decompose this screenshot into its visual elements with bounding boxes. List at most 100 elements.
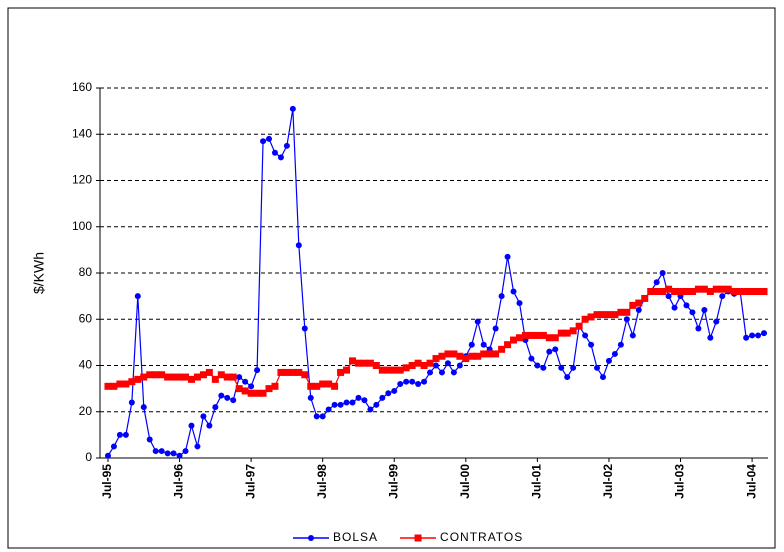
point	[617, 308, 625, 316]
point	[730, 288, 738, 295]
point	[569, 327, 577, 335]
point	[456, 352, 464, 360]
x-tick-label: Jul-98	[315, 464, 329, 499]
point	[504, 253, 511, 260]
y-tick-label: 160	[72, 80, 92, 94]
point	[373, 401, 380, 408]
point	[582, 332, 589, 339]
point	[629, 301, 637, 309]
point	[599, 374, 606, 381]
point	[623, 308, 631, 316]
point	[665, 293, 672, 300]
y-tick-label: 0	[85, 450, 92, 464]
point	[492, 350, 500, 358]
point	[218, 392, 225, 399]
point	[403, 378, 410, 385]
point	[391, 387, 398, 394]
point	[563, 329, 571, 337]
point	[480, 341, 487, 348]
point	[647, 288, 655, 295]
legend-marker	[414, 534, 422, 542]
x-tick-label: Jul-00	[458, 464, 472, 499]
point	[611, 350, 618, 357]
point	[289, 105, 296, 112]
point	[361, 397, 368, 404]
point	[235, 385, 243, 393]
point	[313, 413, 320, 420]
point	[254, 367, 261, 374]
x-tick-label: Jul-04	[744, 464, 758, 499]
point	[700, 285, 708, 293]
point	[468, 341, 475, 348]
y-tick-label: 80	[79, 265, 93, 279]
point	[605, 311, 613, 319]
point	[116, 431, 123, 438]
point	[432, 355, 440, 363]
point	[301, 325, 308, 332]
point	[248, 383, 255, 390]
point	[534, 362, 541, 369]
point	[444, 360, 451, 367]
point	[539, 331, 547, 339]
point	[665, 285, 673, 293]
point	[492, 325, 499, 332]
point	[682, 288, 690, 295]
point	[265, 385, 273, 393]
point	[677, 288, 685, 295]
y-tick-label: 20	[79, 404, 93, 418]
point	[164, 450, 171, 457]
point	[260, 138, 267, 145]
x-tick-label: Jul-01	[530, 464, 544, 499]
point	[551, 334, 559, 342]
point	[450, 369, 457, 376]
point	[564, 374, 571, 381]
point	[498, 345, 506, 353]
point	[253, 389, 261, 397]
point	[331, 401, 338, 408]
point	[301, 371, 309, 379]
y-tick-label: 60	[79, 311, 93, 325]
point	[408, 362, 416, 369]
point	[349, 399, 356, 406]
point	[224, 394, 231, 401]
point	[486, 350, 494, 358]
point	[259, 389, 267, 397]
point	[247, 389, 255, 397]
point	[140, 404, 147, 411]
point	[360, 359, 368, 367]
point	[521, 331, 529, 339]
x-tick-label: Jul-95	[100, 464, 114, 499]
point	[694, 285, 702, 293]
point	[474, 352, 482, 360]
point	[587, 313, 595, 321]
point	[516, 300, 523, 307]
point	[116, 380, 124, 388]
point	[474, 318, 481, 325]
point	[122, 380, 130, 388]
point	[510, 288, 517, 295]
point	[283, 368, 291, 376]
point	[307, 382, 315, 390]
point	[402, 364, 410, 372]
point	[456, 362, 463, 369]
point	[152, 371, 160, 379]
point	[229, 373, 237, 381]
point	[761, 330, 768, 337]
point	[187, 375, 195, 383]
point	[140, 373, 148, 381]
point	[605, 357, 612, 364]
point	[641, 294, 649, 302]
point	[688, 288, 696, 295]
point	[271, 382, 279, 390]
point	[540, 364, 547, 371]
point	[438, 369, 445, 376]
point	[581, 315, 589, 323]
point	[230, 397, 237, 404]
point	[349, 357, 357, 365]
point	[277, 368, 285, 376]
point	[366, 359, 374, 367]
point	[266, 135, 273, 142]
point	[623, 316, 630, 323]
point	[635, 299, 643, 307]
point	[527, 331, 535, 339]
